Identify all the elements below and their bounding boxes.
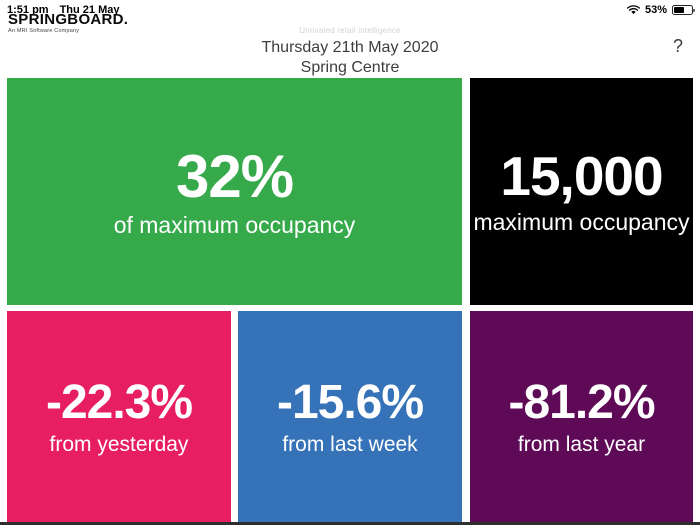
- change-last-week-label: from last week: [282, 432, 418, 456]
- tile-change-last-week[interactable]: -15.6% from last week: [238, 311, 462, 522]
- tile-change-yesterday[interactable]: -22.3% from yesterday: [7, 311, 231, 522]
- springboard-logo: SPRINGBOARD. An MRI Software Company: [8, 12, 128, 35]
- logo-subtitle: An MRI Software Company: [8, 28, 80, 34]
- occupancy-percent-value: 32%: [175, 142, 294, 210]
- battery-percent: 53%: [644, 4, 667, 16]
- change-last-year-label: from last year: [517, 432, 646, 456]
- status-date: Thu 21 May: [59, 4, 120, 16]
- tagline: Unrivaled retail intelligence: [299, 26, 401, 35]
- tile-change-last-year[interactable]: -81.2% from last year: [470, 311, 693, 522]
- wifi-icon: [627, 5, 640, 15]
- max-occupancy-value: 15,000: [500, 145, 663, 207]
- tile-occupancy-percent[interactable]: 32% of maximum occupancy: [7, 78, 462, 305]
- help-button[interactable]: ?: [672, 36, 683, 56]
- change-last-week-value: -15.6%: [276, 375, 424, 429]
- status-time: 1:51 pm: [7, 4, 49, 16]
- max-occupancy-label: maximum occupancy: [473, 209, 690, 235]
- change-yesterday-value: -22.3%: [45, 375, 193, 429]
- date-heading: Thursday 21th May 2020: [261, 39, 439, 56]
- tile-max-occupancy[interactable]: 15,000 maximum occupancy: [470, 78, 693, 305]
- logo-title: SPRINGBOARD.: [8, 11, 129, 28]
- change-last-year-value: -81.2%: [508, 375, 655, 429]
- status-bar: 1:51 pm Thu 21 May 53%: [0, 0, 700, 20]
- page-header: Unrivaled retail intelligence Thursday 2…: [0, 27, 700, 76]
- battery-icon: [672, 5, 695, 15]
- change-yesterday-label: from yesterday: [49, 432, 189, 456]
- bottom-edge-bar: [0, 522, 700, 525]
- battery-fill: [674, 7, 684, 13]
- occupancy-percent-label: of maximum occupancy: [113, 211, 356, 238]
- venue-heading: Spring Centre: [300, 59, 400, 76]
- status-right-group: 53%: [627, 4, 695, 16]
- status-left-group: 1:51 pm Thu 21 May: [7, 4, 119, 16]
- battery-nub: [693, 8, 695, 12]
